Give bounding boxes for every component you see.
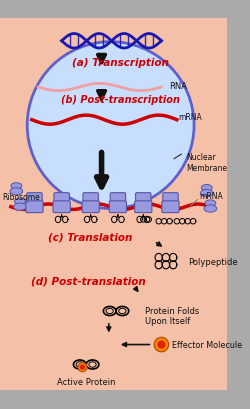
Text: Protein Folds
Upon Itself: Protein Folds Upon Itself [145,306,199,325]
FancyBboxPatch shape [83,193,98,204]
Text: Polypeptide: Polypeptide [188,257,237,266]
FancyBboxPatch shape [26,201,43,213]
Text: (b) Post-transcription: (b) Post-transcription [61,94,180,104]
Circle shape [80,364,85,370]
Ellipse shape [10,188,23,196]
Ellipse shape [204,205,217,213]
Text: Active Protein: Active Protein [57,377,116,386]
FancyBboxPatch shape [162,201,179,213]
Text: Nuclear
Membrane: Nuclear Membrane [186,153,227,172]
Circle shape [78,363,87,372]
Text: Effector Molecule: Effector Molecule [172,340,242,349]
Text: mRNA: mRNA [200,191,223,200]
FancyBboxPatch shape [163,193,178,204]
Circle shape [157,341,166,349]
Ellipse shape [14,204,26,211]
Text: Ribosome: Ribosome [2,193,40,202]
FancyBboxPatch shape [53,201,70,213]
FancyBboxPatch shape [27,193,42,204]
Circle shape [154,337,169,352]
Text: (a) Transcription: (a) Transcription [72,58,169,68]
FancyBboxPatch shape [0,7,236,400]
Text: (c) Translation: (c) Translation [48,232,133,242]
Text: mRNA: mRNA [179,113,203,122]
Ellipse shape [14,199,26,205]
FancyBboxPatch shape [54,193,69,204]
Circle shape [27,43,194,209]
Ellipse shape [205,200,216,207]
Text: RNA: RNA [169,81,187,90]
FancyBboxPatch shape [82,201,99,213]
FancyBboxPatch shape [109,201,126,213]
FancyBboxPatch shape [110,193,126,204]
Ellipse shape [11,183,22,190]
Ellipse shape [201,185,212,191]
Ellipse shape [200,190,213,197]
Text: (d) Post-translation: (d) Post-translation [32,276,146,286]
FancyBboxPatch shape [136,193,151,204]
FancyBboxPatch shape [135,201,152,213]
